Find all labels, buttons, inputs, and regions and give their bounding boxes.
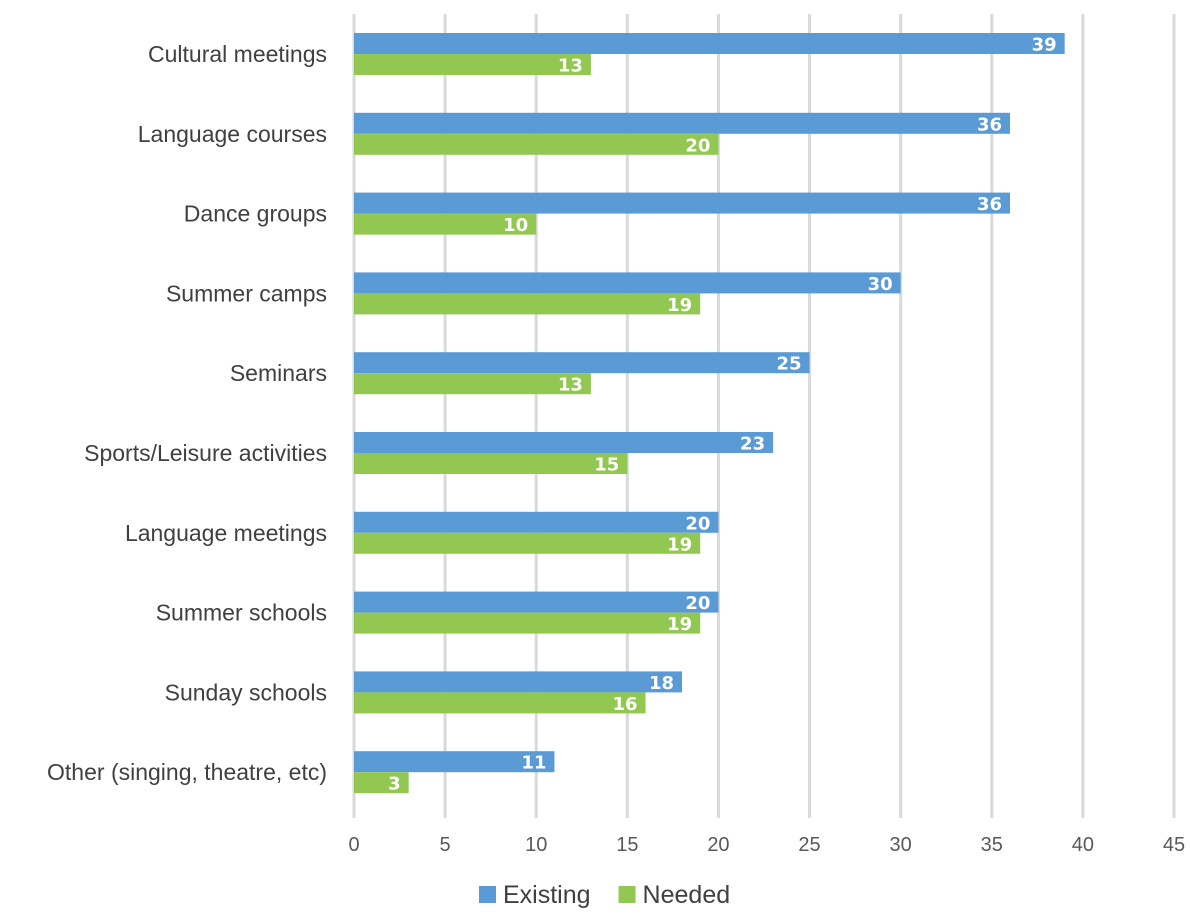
data-label-needed-9: 3 <box>388 774 401 795</box>
legend-swatch-needed <box>618 886 636 903</box>
category-label-3: Summer camps <box>166 280 327 306</box>
data-label-needed-1: 20 <box>685 135 710 156</box>
data-label-needed-3: 19 <box>667 295 692 316</box>
data-label-existing-4: 25 <box>776 354 801 375</box>
bar-needed-4 <box>354 373 591 395</box>
legend-label-needed: Needed <box>643 881 731 909</box>
data-label-existing-3: 30 <box>868 274 893 295</box>
data-label-needed-5: 15 <box>594 455 619 476</box>
bar-needed-5 <box>354 453 628 474</box>
category-label-2: Dance groups <box>184 201 327 227</box>
bar-existing-6 <box>354 511 719 533</box>
bar-existing-0 <box>354 33 1065 54</box>
data-label-needed-7: 19 <box>667 614 692 635</box>
bar-existing-2 <box>354 192 1010 214</box>
x-tick-label-45: 45 <box>1163 834 1185 856</box>
bar-needed-0 <box>354 54 591 75</box>
x-tick-label-5: 5 <box>440 834 451 856</box>
x-tick-label-35: 35 <box>981 834 1003 856</box>
data-label-needed-2: 10 <box>503 215 528 236</box>
category-label-6: Language meetings <box>125 520 327 546</box>
bar-existing-1 <box>354 112 1010 134</box>
data-label-existing-6: 20 <box>685 513 710 534</box>
data-label-existing-9: 11 <box>521 753 546 774</box>
bar-needed-3 <box>354 293 701 315</box>
bar-existing-7 <box>354 591 719 613</box>
data-label-existing-5: 23 <box>740 434 765 455</box>
data-label-existing-8: 18 <box>649 673 674 694</box>
category-label-9: Other (singing, theatre, etc) <box>47 759 327 785</box>
data-label-existing-2: 36 <box>977 194 1002 215</box>
x-tick-label-40: 40 <box>1072 834 1094 856</box>
category-label-4: Seminars <box>230 360 327 386</box>
x-tick-label-15: 15 <box>616 834 638 856</box>
data-label-needed-6: 19 <box>667 534 692 555</box>
legend: Existing Needed <box>479 881 730 909</box>
bar-needed-9 <box>354 772 409 794</box>
x-tick-label-10: 10 <box>525 834 547 856</box>
bar-needed-7 <box>354 612 701 634</box>
bars <box>354 33 1065 794</box>
category-labels: Cultural meetings Language courses Dance g… <box>47 41 327 785</box>
category-label-1: Language courses <box>138 121 327 147</box>
data-label-needed-0: 13 <box>558 56 583 77</box>
x-tick-label-0: 0 <box>348 834 359 856</box>
bar-existing-3 <box>354 272 901 294</box>
data-label-existing-1: 36 <box>977 114 1002 135</box>
bar-needed-1 <box>354 133 719 155</box>
legend-label-existing: Existing <box>503 881 591 909</box>
category-label-7: Summer schools <box>156 600 327 626</box>
bar-needed-2 <box>354 213 537 235</box>
bar-needed-8 <box>354 692 646 714</box>
category-label-8: Sunday schools <box>165 679 327 705</box>
category-label-0: Cultural meetings <box>148 41 327 67</box>
data-label-needed-8: 16 <box>612 694 637 715</box>
bar-existing-4 <box>354 352 810 374</box>
bar-existing-9 <box>354 751 555 773</box>
x-tick-label-30: 30 <box>890 834 912 856</box>
data-label-existing-0: 39 <box>1032 35 1057 56</box>
x-tick-label-25: 25 <box>798 834 820 856</box>
legend-swatch-existing <box>479 886 496 903</box>
bar-existing-5 <box>354 432 774 453</box>
bar-needed-6 <box>354 532 701 554</box>
x-tick-label-20: 20 <box>707 834 729 856</box>
data-label-needed-4: 13 <box>558 375 583 396</box>
category-label-5: Sports/Leisure activities <box>84 440 327 466</box>
bar-existing-8 <box>354 671 682 693</box>
data-label-existing-7: 20 <box>685 593 710 614</box>
x-axis-tick-labels: 0 5 10 15 20 25 30 35 40 45 <box>348 834 1185 856</box>
